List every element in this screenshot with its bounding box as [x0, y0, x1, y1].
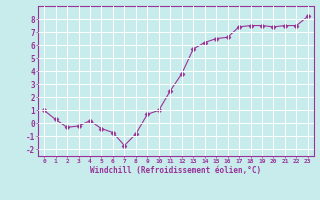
X-axis label: Windchill (Refroidissement éolien,°C): Windchill (Refroidissement éolien,°C) — [91, 166, 261, 175]
